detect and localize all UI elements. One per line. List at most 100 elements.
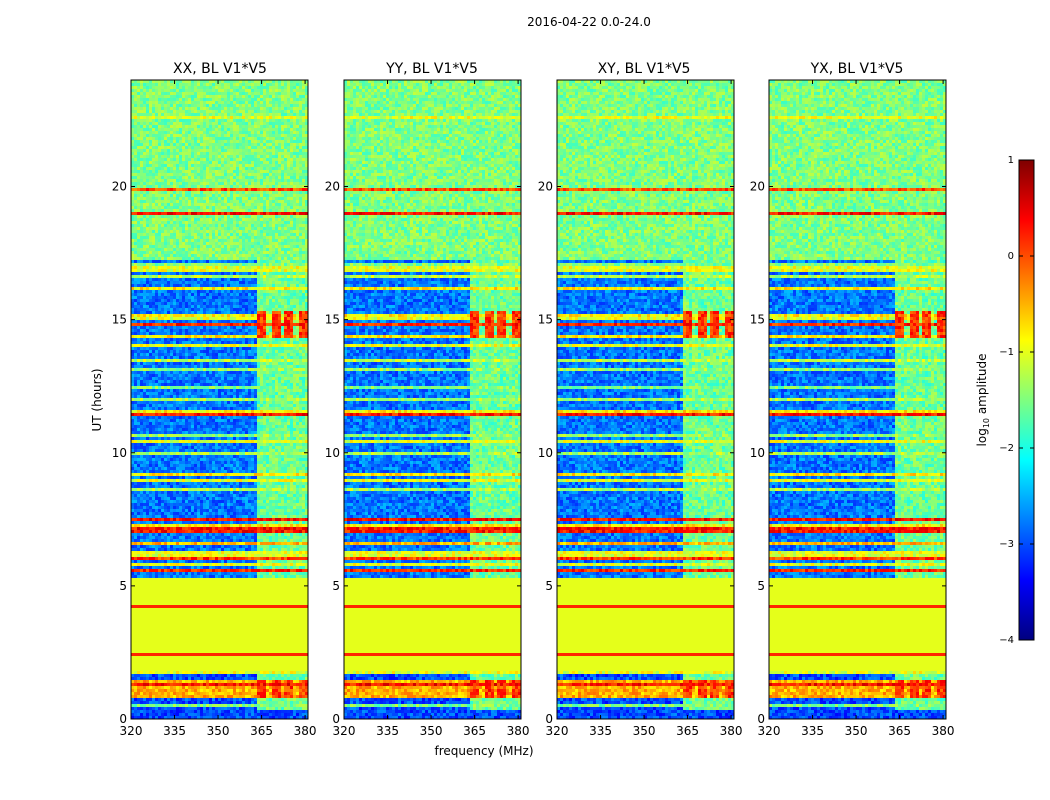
heatmap-cell — [170, 86, 173, 90]
heatmap-cell — [305, 245, 308, 249]
heatmap-cell — [233, 251, 236, 255]
heatmap-cell — [209, 308, 212, 312]
heatmap-cell — [212, 227, 215, 231]
heatmap-cell — [284, 287, 287, 291]
heatmap-cell — [140, 146, 143, 150]
heatmap-cell — [272, 245, 275, 249]
heatmap-cell — [227, 125, 230, 129]
heatmap-cell — [170, 80, 173, 84]
heatmap-cell — [206, 281, 209, 285]
heatmap-cell — [143, 290, 146, 294]
heatmap-cell — [161, 83, 164, 87]
heatmap-cell — [266, 209, 269, 213]
heatmap-cell — [164, 269, 167, 273]
heatmap-cell — [275, 164, 278, 168]
heatmap-cell — [293, 311, 296, 315]
heatmap-cell — [185, 281, 188, 285]
heatmap-cell — [230, 113, 233, 117]
heatmap-cell — [233, 281, 236, 285]
heatmap-cell — [269, 212, 272, 216]
heatmap-cell — [251, 320, 254, 324]
heatmap-cell — [203, 113, 206, 117]
heatmap-cell — [257, 146, 260, 150]
heatmap-cell — [185, 302, 188, 306]
heatmap-cell — [167, 320, 170, 324]
heatmap-cell — [290, 254, 293, 258]
heatmap-cell — [143, 173, 146, 177]
heatmap-cell — [134, 314, 137, 318]
heatmap-cell — [296, 317, 299, 321]
heatmap-cell — [218, 293, 221, 297]
heatmap-cell — [197, 149, 200, 153]
heatmap-cell — [179, 98, 182, 102]
heatmap-cell — [272, 299, 275, 303]
heatmap-cell — [254, 110, 257, 114]
heatmap-cell — [287, 215, 290, 219]
heatmap-cell — [290, 194, 293, 198]
heatmap-cell — [224, 164, 227, 168]
heatmap-cell — [164, 95, 167, 99]
heatmap-cell — [164, 197, 167, 201]
heatmap-cell — [140, 122, 143, 126]
heatmap-cell — [263, 182, 266, 186]
heatmap-cell — [296, 308, 299, 312]
heatmap-cell — [191, 122, 194, 126]
heatmap-cell — [224, 110, 227, 114]
heatmap-cell — [161, 92, 164, 96]
heatmap-cell — [293, 248, 296, 252]
heatmap-cell — [248, 167, 251, 171]
heatmap-cell — [236, 293, 239, 297]
heatmap-cell — [188, 209, 191, 213]
heatmap-cell — [242, 89, 245, 93]
heatmap-cell — [281, 233, 284, 237]
heatmap-cell — [173, 296, 176, 300]
heatmap-cell — [224, 215, 227, 219]
heatmap-cell — [182, 170, 185, 174]
heatmap-cell — [293, 170, 296, 174]
heatmap-cell — [287, 257, 290, 261]
heatmap-cell — [212, 116, 215, 120]
heatmap-cell — [155, 224, 158, 228]
heatmap-cell — [197, 167, 200, 171]
heatmap-cell — [215, 278, 218, 282]
heatmap-cell — [254, 155, 257, 159]
heatmap-cell — [236, 326, 239, 330]
heatmap-cell — [143, 131, 146, 135]
heatmap-cell — [233, 152, 236, 156]
heatmap-cell — [137, 275, 140, 279]
heatmap-cell — [257, 305, 260, 309]
heatmap-cell — [248, 173, 251, 177]
heatmap-cell — [257, 293, 260, 297]
heatmap-cell — [242, 320, 245, 324]
heatmap-cell — [149, 191, 152, 195]
heatmap-cell — [239, 80, 242, 84]
heatmap-cell — [149, 215, 152, 219]
heatmap-cell — [194, 158, 197, 162]
heatmap-cell — [275, 179, 278, 183]
heatmap-cell — [218, 125, 221, 129]
heatmap-cell — [251, 116, 254, 120]
heatmap-cell — [251, 152, 254, 156]
heatmap-cell — [302, 218, 305, 222]
heatmap-cell — [188, 245, 191, 249]
heatmap-cell — [275, 245, 278, 249]
heatmap-cell — [131, 311, 134, 315]
heatmap-cell — [266, 164, 269, 168]
heatmap-cell — [209, 158, 212, 162]
heatmap-cell — [143, 92, 146, 96]
heatmap-cell — [254, 83, 257, 87]
heatmap-cell — [230, 224, 233, 228]
heatmap-cell — [302, 131, 305, 135]
heatmap-cell — [188, 302, 191, 306]
heatmap-cell — [212, 95, 215, 99]
heatmap-cell — [203, 107, 206, 111]
heatmap-cell — [143, 107, 146, 111]
heatmap-cell — [293, 308, 296, 312]
heatmap-cell — [173, 137, 176, 141]
heatmap-cell — [209, 257, 212, 261]
heatmap-cell — [290, 86, 293, 90]
heatmap-cell — [179, 191, 182, 195]
heatmap-cell — [257, 296, 260, 300]
heatmap-cell — [272, 254, 275, 258]
heatmap-cell — [203, 197, 206, 201]
